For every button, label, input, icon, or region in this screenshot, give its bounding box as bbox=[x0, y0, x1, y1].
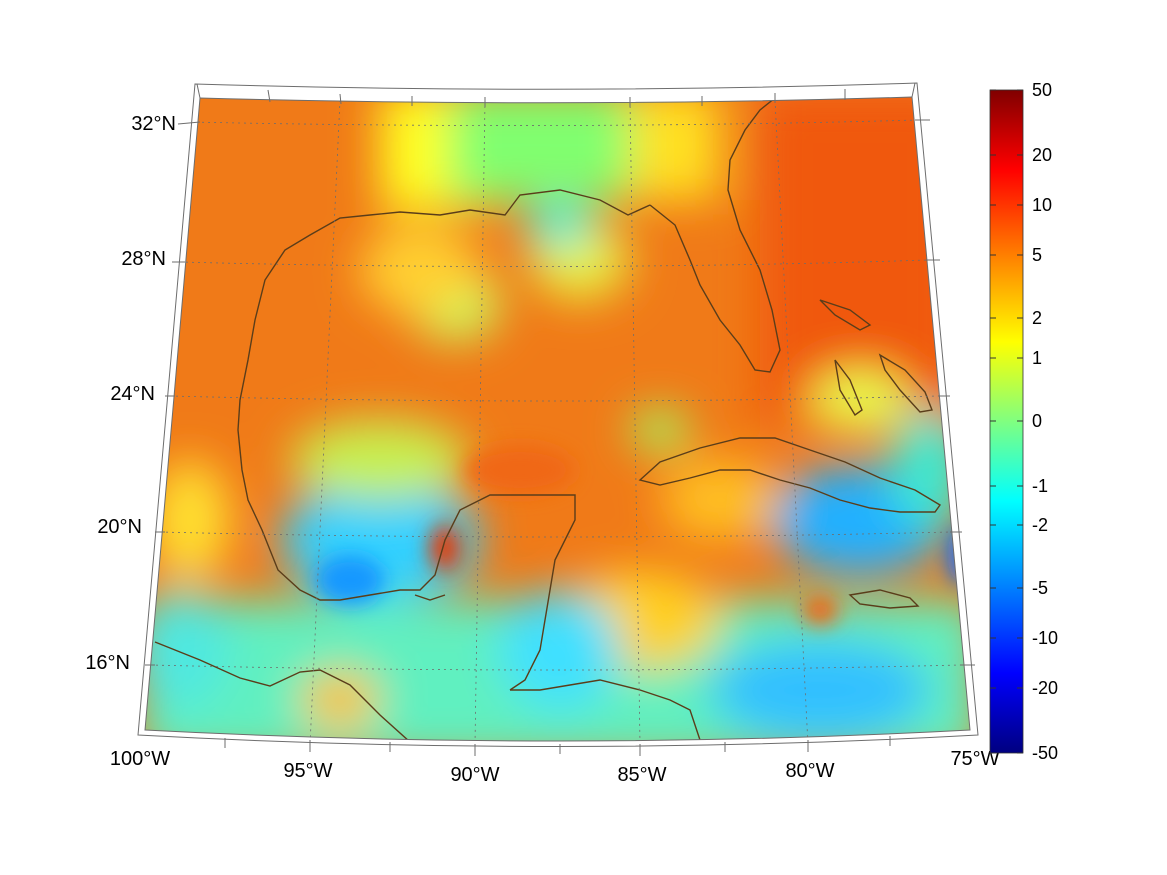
lon-label-100: 100°W bbox=[110, 748, 170, 770]
lon-label-95: 95°W bbox=[283, 760, 332, 782]
colorbar-label: -10 bbox=[1032, 628, 1058, 648]
gulf-coast-west bbox=[237, 189, 651, 691]
gridline-lat-32 bbox=[189, 119, 919, 126]
florida-coast bbox=[649, 97, 781, 373]
central-america-coast bbox=[510, 679, 701, 741]
map-frame bbox=[137, 82, 979, 756]
colorbar-label: -2 bbox=[1032, 515, 1048, 535]
colorbar-label: -50 bbox=[1032, 743, 1058, 763]
lat-label-20: 20°N bbox=[97, 516, 142, 538]
colorbar-label: 2 bbox=[1032, 308, 1042, 328]
longitude-labels: 100°W 95°W 90°W 85°W 80°W 75°W bbox=[110, 748, 1000, 786]
graticule bbox=[149, 99, 961, 741]
color-field bbox=[145, 97, 970, 741]
colorbar-labels: 50 20 10 5 2 1 0 -1 -2 -5 -10 -20 -50 bbox=[1032, 80, 1058, 763]
coastlines bbox=[154, 97, 942, 741]
colorbar-label: -20 bbox=[1032, 678, 1058, 698]
lat-label-16: 16°N bbox=[85, 652, 130, 674]
colorbar: 50 20 10 5 2 1 0 -1 -2 -5 -10 -20 -50 bbox=[989, 80, 1058, 763]
gridline-lat-20 bbox=[159, 531, 951, 538]
colorbar-label: 5 bbox=[1032, 245, 1042, 265]
lat-label-28: 28°N bbox=[121, 248, 166, 270]
cuba-coast bbox=[638, 437, 942, 513]
pacific-coast bbox=[154, 641, 411, 741]
colorbar-label: 1 bbox=[1032, 348, 1042, 368]
gridline-lat-28 bbox=[179, 259, 929, 267]
colorbar-label: 10 bbox=[1032, 195, 1052, 215]
colorbar-label: 20 bbox=[1032, 145, 1052, 165]
lon-label-90: 90°W bbox=[450, 764, 499, 786]
jamaica-coast bbox=[848, 589, 920, 609]
lat-label-24: 24°N bbox=[110, 383, 155, 405]
lon-label-75: 75°W bbox=[950, 748, 999, 770]
colorbar-ticks bbox=[990, 89, 1023, 754]
colorbar-label: 50 bbox=[1032, 80, 1052, 100]
map-panel: 32°N 28°N 24°N 20°N 16°N 100°W 95°W 90°W… bbox=[85, 82, 1000, 786]
latitude-labels: 32°N 28°N 24°N 20°N 16°N bbox=[85, 113, 176, 674]
lat-label-32: 32°N bbox=[131, 113, 176, 135]
colorbar-label: -1 bbox=[1032, 476, 1048, 496]
lon-label-85: 85°W bbox=[617, 764, 666, 786]
bahamas-coast bbox=[834, 359, 863, 417]
colorbar-label: 0 bbox=[1032, 411, 1042, 431]
colorbar-label: -5 bbox=[1032, 578, 1048, 598]
lon-label-80: 80°W bbox=[785, 760, 834, 782]
